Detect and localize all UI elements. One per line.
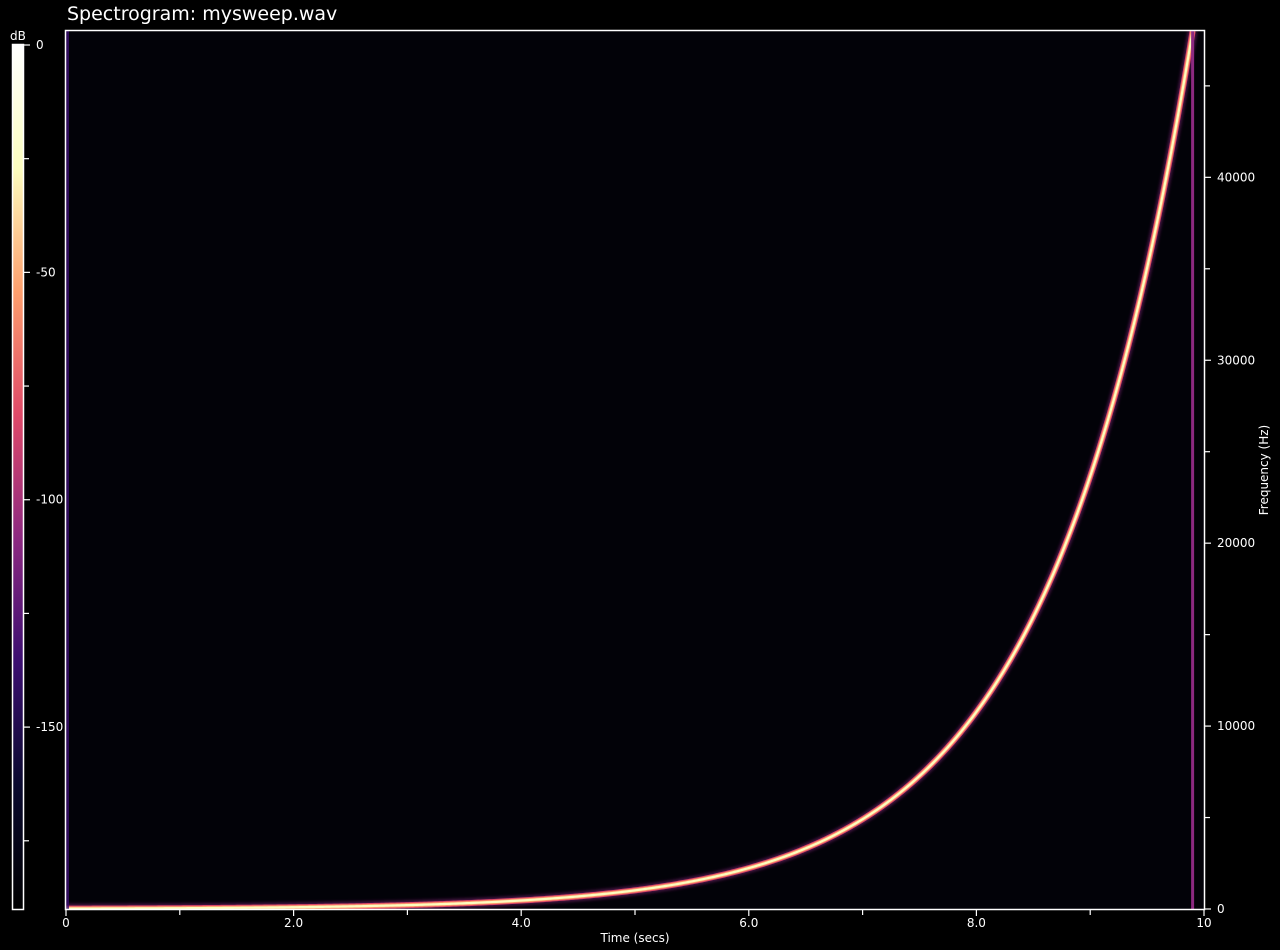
y-tick-label: 20000 xyxy=(1217,536,1255,550)
colorbar-tick-label: -150 xyxy=(36,720,63,734)
x-tick-label: 10 xyxy=(1196,916,1211,930)
y-axis-ticks: 0 10000 20000 30000 40000 xyxy=(1204,85,1255,916)
colorbar-unit-label: dB xyxy=(10,29,26,43)
colorbar-tick-label: -100 xyxy=(36,493,63,507)
y-tick-label: 40000 xyxy=(1217,170,1255,184)
colorbar-frame xyxy=(11,43,25,911)
colorbar-ticks: 0 -50 -100 -150 xyxy=(23,38,63,842)
x-tick-label: 0 xyxy=(62,916,70,930)
x-tick-label: 6.0 xyxy=(739,916,758,930)
x-tick-label: 8.0 xyxy=(967,916,986,930)
x-tick-label: 4.0 xyxy=(512,916,531,930)
y-tick-label: 10000 xyxy=(1217,719,1255,733)
y-tick-label: 0 xyxy=(1217,902,1225,916)
y-axis-label: Frequency (Hz) xyxy=(1257,425,1271,516)
colorbar-gradient xyxy=(13,45,23,909)
x-tick-label: 2.0 xyxy=(284,916,303,930)
colorbar-tick-label: 0 xyxy=(36,38,44,52)
sweep-core xyxy=(66,31,1194,909)
y-tick-label: 30000 xyxy=(1217,353,1255,367)
chart-title: Spectrogram: mysweep.wav xyxy=(67,3,337,25)
x-axis-label: Time (secs) xyxy=(599,931,669,945)
colorbar-tick-label: -50 xyxy=(36,265,56,279)
sweep-trace xyxy=(66,31,1198,909)
x-axis-ticks: 0 2.0 4.0 6.0 8.0 10 xyxy=(62,909,1212,930)
plot-background xyxy=(66,31,1204,909)
